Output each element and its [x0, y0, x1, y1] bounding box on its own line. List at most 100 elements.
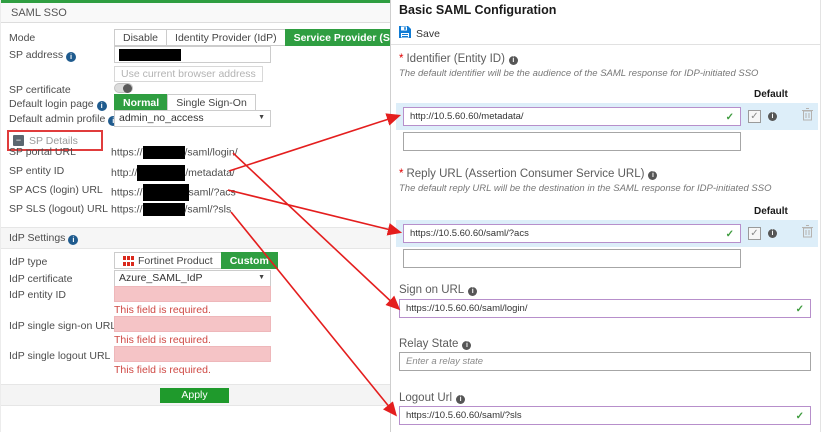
- fortinet-logo-icon: [123, 256, 134, 269]
- default-login-page-label: Default login page i: [9, 98, 107, 111]
- info-icon[interactable]: i: [768, 112, 777, 121]
- identifier-description: The default identifier will be the audie…: [399, 68, 759, 79]
- relay-state-label: Relay State i: [399, 338, 472, 350]
- delete-row-icon[interactable]: [802, 108, 813, 126]
- valid-check-icon: ✓: [725, 112, 734, 123]
- idp-entity-id-input[interactable]: [114, 286, 271, 302]
- logout-url-label: Logout Url i: [399, 392, 466, 404]
- idp-type-option-fortinet[interactable]: Fortinet Product: [114, 252, 221, 269]
- panel-title: SAML SSO: [1, 3, 391, 23]
- sp-acs-url-label: SP ACS (login) URL: [9, 184, 103, 196]
- idp-type-label: IdP type: [9, 256, 48, 268]
- toggle-knob: [123, 83, 132, 93]
- required-asterisk: *: [399, 168, 404, 180]
- sp-certificate-label: SP certificate: [9, 84, 71, 96]
- info-icon[interactable]: i: [462, 341, 472, 350]
- info-icon[interactable]: i: [468, 287, 478, 296]
- identifier-empty-input[interactable]: [403, 132, 741, 151]
- default-column-header: Default: [754, 89, 788, 100]
- idp-certificate-label: IdP certificate: [9, 273, 73, 285]
- required-asterisk: *: [399, 53, 404, 65]
- redaction-box: [142, 146, 185, 159]
- identifier-section-label: * Identifier (Entity ID) i: [399, 53, 518, 65]
- default-column-header: Default: [754, 206, 788, 217]
- redaction-box: [137, 165, 186, 181]
- relay-state-placeholder: Enter a relay state: [406, 356, 484, 367]
- page-title: Basic SAML Configuration: [399, 3, 557, 17]
- reply-url-empty-input[interactable]: [403, 249, 741, 268]
- sp-portal-url-value: https:///saml/login/: [111, 146, 238, 159]
- sp-details-label: SP Details: [29, 134, 78, 147]
- info-icon[interactable]: i: [96, 101, 107, 111]
- save-icon: [399, 26, 411, 41]
- basic-saml-configuration-panel: Basic SAML Configuration Save * Identifie…: [390, 0, 821, 432]
- sp-entity-id-value: http:///metadata/: [111, 165, 235, 181]
- sp-portal-url-label: SP portal URL: [9, 146, 76, 158]
- idp-certificate-select[interactable]: Azure_SAML_IdP ▼: [114, 270, 271, 287]
- sp-address-label: SP address i: [9, 49, 77, 62]
- valid-check-icon: ✓: [795, 411, 804, 422]
- info-icon[interactable]: i: [66, 52, 77, 62]
- delete-row-icon[interactable]: [802, 225, 813, 243]
- mode-option-idp[interactable]: Identity Provider (IdP): [166, 29, 285, 46]
- idp-sso-url-input[interactable]: [114, 316, 271, 332]
- sign-on-url-input[interactable]: https://10.5.60.60/saml/login/ ✓: [399, 299, 811, 318]
- reply-url-default-checkbox[interactable]: ✓: [748, 227, 761, 240]
- save-button[interactable]: Save: [399, 26, 440, 41]
- default-login-page-segmented-control: Normal Single Sign-On: [114, 94, 256, 111]
- divider: [391, 44, 821, 45]
- default-admin-profile-select[interactable]: admin_no_access ▼: [114, 110, 271, 127]
- reply-url-section-label: * Reply URL (Assertion Consumer Service U…: [399, 168, 658, 180]
- info-icon[interactable]: i: [768, 229, 777, 238]
- sp-acs-url-value: https://saml/?acs: [111, 184, 236, 201]
- mode-option-sp[interactable]: Service Provider (SP): [284, 29, 410, 46]
- redaction-box: [119, 49, 181, 61]
- idp-entity-id-label: IdP entity ID: [9, 289, 67, 301]
- sp-sls-url-value: https:///saml/?sls: [111, 203, 232, 216]
- info-icon[interactable]: i: [508, 56, 518, 65]
- identifier-default-checkbox[interactable]: ✓: [748, 110, 761, 123]
- sign-on-url-label: Sign on URL i: [399, 284, 478, 296]
- idp-settings-header: IdP Settings i: [1, 227, 391, 249]
- use-browser-address-button[interactable]: Use current browser address: [114, 66, 263, 82]
- idp-sso-url-label: IdP single sign-on URL: [9, 320, 117, 332]
- redaction-box: [142, 184, 189, 201]
- chevron-down-icon: ▼: [258, 274, 265, 281]
- sp-sls-url-label: SP SLS (logout) URL: [9, 203, 109, 215]
- chevron-down-icon: ▼: [258, 114, 265, 121]
- info-icon[interactable]: i: [108, 116, 119, 126]
- mode-segmented-control: Disable Identity Provider (IdP) Service …: [114, 29, 410, 46]
- idp-type-segmented-control: Fortinet Product Custom: [114, 252, 278, 269]
- mode-label: Mode: [9, 32, 36, 44]
- valid-check-icon: ✓: [725, 229, 734, 240]
- redaction-box: [142, 203, 185, 216]
- sp-address-input[interactable]: [114, 46, 271, 63]
- mode-option-disable[interactable]: Disable: [114, 29, 167, 46]
- login-page-option-normal[interactable]: Normal: [114, 94, 168, 111]
- collapse-minus-icon[interactable]: −: [13, 135, 24, 146]
- default-admin-profile-label: Default admin profilei: [9, 113, 119, 126]
- info-icon[interactable]: i: [456, 395, 466, 404]
- saml-sso-panel: SAML SSO Mode Disable Identity Provider …: [0, 0, 410, 432]
- valid-check-icon: ✓: [795, 304, 804, 315]
- logout-url-input[interactable]: https://10.5.60.60/saml/?sls ✓: [399, 406, 811, 425]
- idp-slo-url-error: This field is required.: [114, 364, 211, 376]
- info-icon[interactable]: i: [68, 235, 79, 245]
- idp-type-option-custom[interactable]: Custom: [220, 252, 278, 269]
- reply-url-input[interactable]: https://10.5.60.60/saml/?acs ✓: [403, 224, 741, 243]
- sp-details-toggle[interactable]: − SP Details: [7, 130, 103, 151]
- sp-entity-id-label: SP entity ID: [9, 165, 65, 177]
- idp-sso-url-error: This field is required.: [114, 334, 211, 346]
- idp-entity-id-error: This field is required.: [114, 304, 211, 316]
- login-page-option-sso[interactable]: Single Sign-On: [167, 94, 256, 111]
- idp-slo-url-input[interactable]: [114, 346, 271, 362]
- apply-button[interactable]: Apply: [160, 388, 229, 403]
- identifier-input[interactable]: http://10.5.60.60/metadata/ ✓: [403, 107, 741, 126]
- reply-url-description: The default reply URL will be the destin…: [399, 183, 772, 194]
- panel-accent-bar: [1, 0, 391, 3]
- idp-slo-url-label: IdP single logout URL: [9, 350, 111, 362]
- relay-state-input[interactable]: Enter a relay state: [399, 352, 811, 371]
- sp-certificate-toggle[interactable]: [114, 83, 133, 93]
- info-icon[interactable]: i: [648, 171, 658, 180]
